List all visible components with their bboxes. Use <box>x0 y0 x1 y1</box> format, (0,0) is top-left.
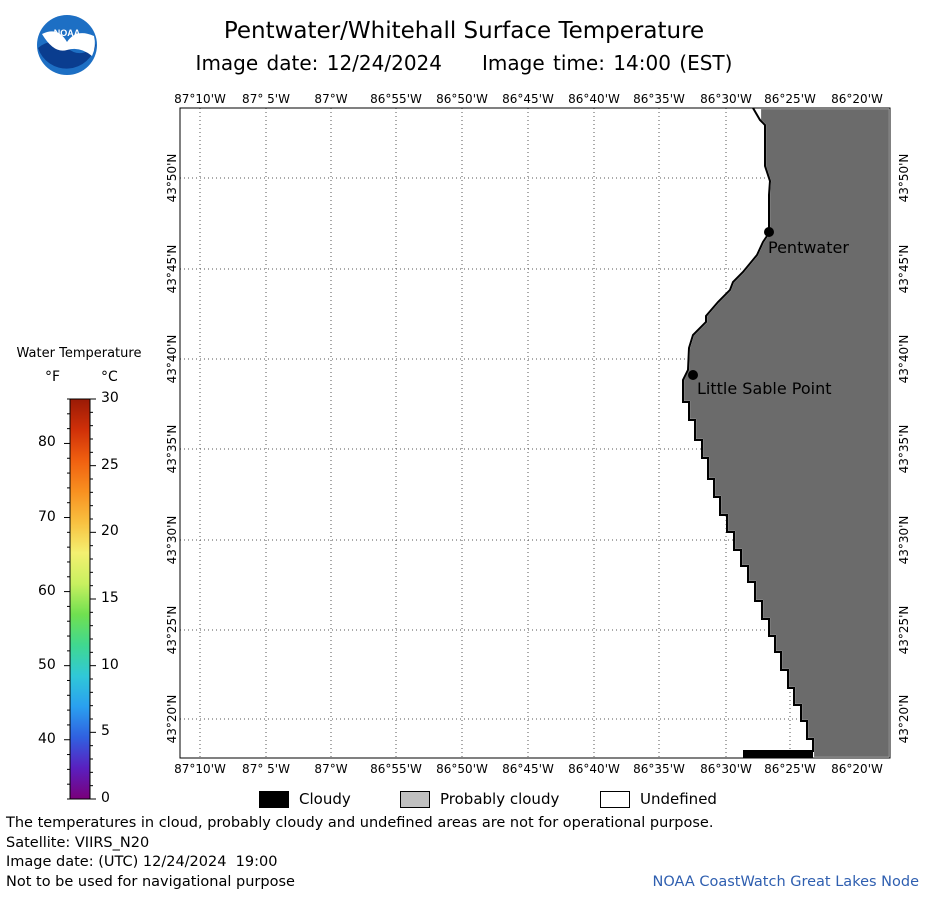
colorbar-label-c: 5 <box>101 723 110 740</box>
lon-tick-label: 86°35'W <box>633 92 685 106</box>
coastline <box>682 107 814 752</box>
image-time: Image time: 14:00 (EST) <box>482 51 733 75</box>
lon-tick-label: 87° 5'W <box>242 92 290 106</box>
legend-label-probably-cloudy: Probably cloudy <box>440 790 560 808</box>
colorbar-title: Water Temperature <box>16 346 142 361</box>
lat-tick-label: 43°20'N <box>897 694 911 744</box>
legend-label-undefined: Undefined <box>640 790 717 808</box>
lat-tick-label: 43°45'N <box>165 244 179 294</box>
lat-tick-label: 43°25'N <box>165 605 179 655</box>
page-title: Pentwater/Whitehall Surface Temperature <box>223 18 705 44</box>
legend-undefined: Undefined <box>600 789 717 809</box>
colorbar-label-c: 10 <box>101 656 119 673</box>
lat-tick-label: 43°40'N <box>165 334 179 384</box>
footer-nav-warning: Not to be used for navigational purpose <box>6 874 295 890</box>
colorbar-label-c: 25 <box>101 456 119 473</box>
lon-tick-label: 86°50'W <box>436 762 488 776</box>
footer-utc-date: Image date: (UTC) 12/24/2024 19:00 <box>6 854 278 870</box>
lon-tick-label: 86°20'W <box>831 92 883 106</box>
place-marker-pentwater <box>764 227 774 237</box>
colorbar-label-f: 50 <box>38 656 56 673</box>
lon-tick-label: 86°40'W <box>568 762 620 776</box>
place-marker-little-sable-point <box>688 370 698 380</box>
lat-tick-label: 43°50'N <box>165 153 179 203</box>
noaa-logo: NOAA <box>36 14 98 76</box>
lon-tick-label: 86°20'W <box>831 762 883 776</box>
lon-tick-label: 87°10'W <box>174 92 226 106</box>
lon-tick-label: 86°25'W <box>764 762 816 776</box>
footer-note: The temperatures in cloud, probably clou… <box>6 815 714 831</box>
place-label-little-sable-point: Little Sable Point <box>697 379 832 398</box>
lat-tick-label: 43°45'N <box>897 244 911 294</box>
lat-tick-label: 43°50'N <box>897 153 911 203</box>
colorbar-label-c: 15 <box>101 590 119 606</box>
lon-tick-label: 86°55'W <box>370 762 422 776</box>
lon-tick-label: 86°30'W <box>700 92 752 106</box>
lon-tick-label: 86°45'W <box>502 92 554 106</box>
image-datetime: Image date: 12/24/2024 Image time: 14:00 … <box>196 51 733 75</box>
legend-probably-cloudy: Probably cloudy <box>400 789 559 809</box>
lon-tick-label: 87°W <box>314 92 348 106</box>
lon-tick-label: 86°40'W <box>568 92 620 106</box>
lat-tick-label: 43°35'N <box>165 424 179 474</box>
legend-cloudy: Cloudy <box>259 789 351 809</box>
legend-label-cloudy: Cloudy <box>299 790 351 808</box>
legend-swatch-cloudy <box>259 790 289 808</box>
lat-tick-label: 43°40'N <box>897 334 911 384</box>
colorbar-label-c: 20 <box>101 523 119 540</box>
colorbar-label-f: 60 <box>38 582 56 599</box>
cloud-patch <box>743 750 813 758</box>
map-border <box>179 107 891 759</box>
lon-tick-label: 86°50'W <box>436 92 488 106</box>
colorbar <box>64 398 96 800</box>
legend-swatch-probably-cloudy <box>400 790 430 808</box>
lon-tick-label: 86°30'W <box>700 762 752 776</box>
colorbar-unit-f: °F <box>45 369 61 385</box>
lat-tick-label: 43°20'N <box>165 694 179 744</box>
noaa-logo-text: NOAA <box>54 28 81 38</box>
lon-tick-label: 87°W <box>314 762 348 776</box>
lat-tick-label: 43°30'N <box>165 515 179 565</box>
place-label-pentwater: Pentwater <box>768 238 849 257</box>
lon-tick-label: 86°25'W <box>764 92 816 106</box>
legend-swatch-undefined <box>600 790 630 808</box>
lon-tick-label: 87° 5'W <box>242 762 290 776</box>
colorbar-label-c: 0 <box>101 790 110 806</box>
footer-satellite: Satellite: VIIRS_N20 <box>6 835 150 851</box>
image-date: Image date: 12/24/2024 <box>195 51 443 75</box>
footer-credit: NOAA CoastWatch Great Lakes Node <box>652 874 919 890</box>
colorbar-label-f: 40 <box>38 730 56 747</box>
lon-tick-label: 87°10'W <box>174 762 226 776</box>
colorbar-label-f: 80 <box>38 434 56 451</box>
lat-tick-label: 43°35'N <box>897 424 911 474</box>
colorbar-label-c: 30 <box>101 390 119 406</box>
colorbar-unit-c: °C <box>101 369 118 385</box>
lon-tick-label: 86°35'W <box>633 762 685 776</box>
lat-tick-label: 43°25'N <box>897 605 911 655</box>
lon-tick-label: 86°45'W <box>502 762 554 776</box>
colorbar-label-f: 70 <box>38 508 56 525</box>
lon-tick-label: 86°55'W <box>370 92 422 106</box>
lat-tick-label: 43°30'N <box>897 515 911 565</box>
